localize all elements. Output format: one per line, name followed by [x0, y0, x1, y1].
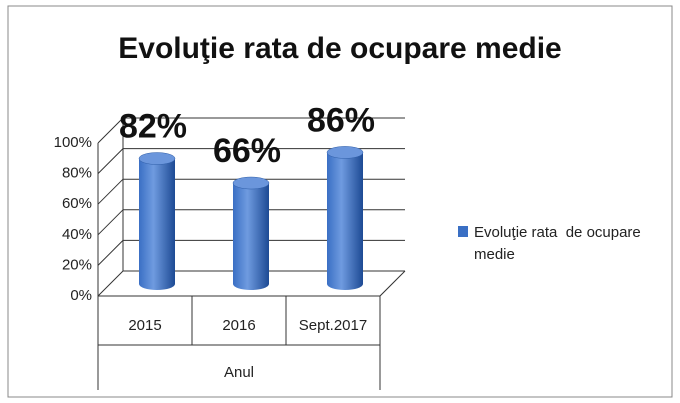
- y-tick-label: 80%: [62, 165, 92, 182]
- value-label: 86%: [307, 101, 375, 139]
- legend-label: Evoluţie rata de ocupare medie: [474, 224, 645, 263]
- value-label: 82%: [119, 108, 187, 146]
- y-tick-label: 40%: [62, 226, 92, 243]
- floor-edge: [379, 270, 406, 297]
- bar-top: [232, 176, 270, 190]
- chart-title: Evoluţie rata de ocupare medie: [118, 32, 561, 65]
- legend-swatch: [458, 226, 468, 237]
- bar: [139, 158, 175, 290]
- x-tick-label: 2015: [128, 317, 161, 334]
- y-tick-label: 100%: [54, 134, 92, 151]
- y-tick-label: 0%: [70, 287, 92, 304]
- y-tick-label: 20%: [62, 256, 92, 273]
- x-tick-label: 2016: [222, 317, 255, 334]
- grid-line: [97, 148, 124, 174]
- bar-top: [138, 152, 176, 165]
- grid-line: [97, 209, 124, 236]
- grid-line: [97, 270, 124, 297]
- grid-line: [97, 240, 124, 266]
- grid-line: [97, 178, 124, 205]
- value-label: 66%: [213, 132, 281, 170]
- bar: [327, 152, 363, 290]
- x-axis-label: Anul: [224, 364, 254, 381]
- x-tick-label: Sept.2017: [299, 317, 367, 334]
- bar: [233, 183, 269, 290]
- grid-line: [97, 117, 124, 144]
- bar-top: [326, 146, 364, 159]
- y-tick-label: 60%: [62, 195, 92, 212]
